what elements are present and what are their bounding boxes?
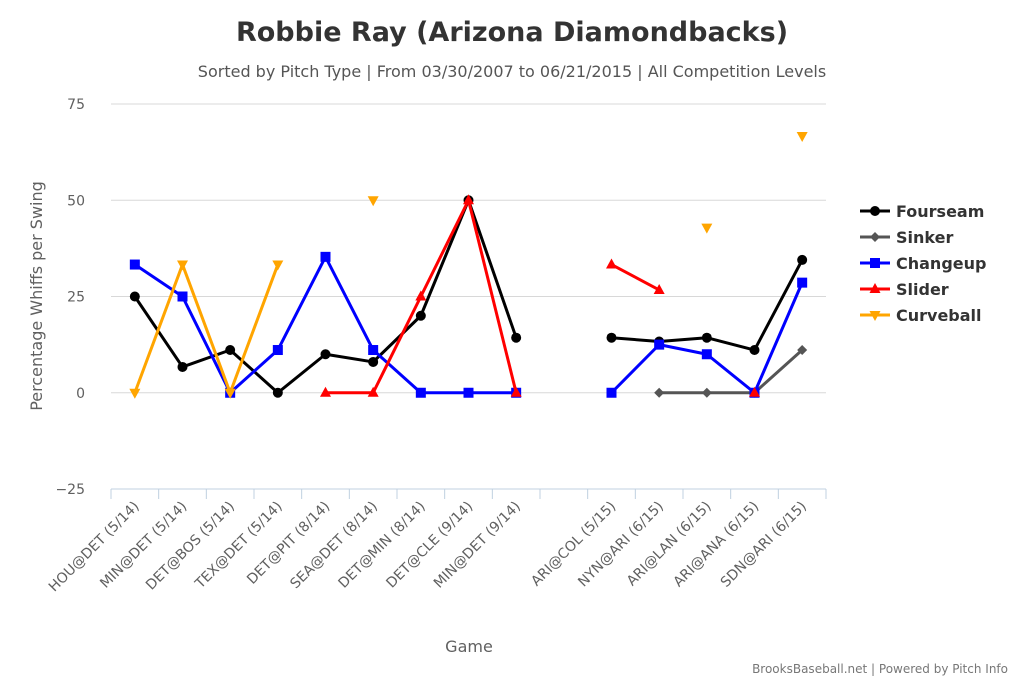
fourseam-point[interactable] (177, 361, 188, 372)
series-curveball (129, 131, 808, 399)
chart-title: Robbie Ray (Arizona Diamondbacks) (236, 17, 788, 48)
y-axis: −25 0 25 50 75 (55, 97, 85, 498)
x-tick-label: DET@MIN (8/14) (336, 499, 429, 592)
changeup-point[interactable] (368, 345, 379, 356)
x-axis-title: Game (445, 637, 493, 656)
curveball-line (133, 263, 280, 395)
x-tick-label: ARI@COL (5/15) (528, 499, 619, 590)
sinker-point[interactable] (797, 345, 808, 356)
sinker-point[interactable] (701, 387, 712, 398)
slider-point[interactable] (606, 258, 617, 269)
x-tick-label: NYN@ARI (6/15) (575, 499, 667, 591)
changeup-point[interactable] (463, 387, 474, 398)
slider-point[interactable] (415, 290, 427, 301)
legend-swatch-marker[interactable] (870, 232, 880, 242)
fourseam-point[interactable] (701, 332, 712, 343)
legend-item-fourseam[interactable]: Fourseam (860, 202, 984, 221)
legend-label: Curveball (896, 306, 982, 325)
x-tick-label: MIN@DET (5/14) (97, 499, 190, 592)
legend-label: Sinker (896, 228, 953, 247)
sinker-line (659, 348, 804, 395)
changeup-point[interactable] (129, 259, 140, 270)
legend-swatch-marker[interactable] (869, 311, 881, 321)
legend-swatch-marker[interactable] (869, 283, 881, 293)
grid (111, 103, 826, 490)
legend-label: Fourseam (896, 202, 984, 221)
slider-point[interactable] (320, 386, 331, 397)
legend-item-sinker[interactable]: Sinker (860, 228, 953, 247)
changeup-point[interactable] (320, 251, 331, 262)
x-tick-label: TEX@DET (5/14) (192, 499, 286, 593)
series-changeup (129, 251, 808, 398)
slider-point[interactable] (749, 386, 760, 397)
slider-point[interactable] (653, 283, 665, 294)
x-tick-label: MIN@DET (9/14) (431, 499, 524, 592)
fourseam-point[interactable] (129, 291, 140, 302)
slider-point[interactable] (367, 386, 379, 397)
legend-item-changeup[interactable]: Changeup (860, 254, 986, 273)
y-tick-label: 75 (67, 97, 85, 113)
x-tick-label: DET@CLE (9/14) (383, 499, 476, 592)
fourseam-point[interactable] (320, 349, 331, 360)
changeup-point[interactable] (272, 345, 283, 356)
series-fourseam (129, 195, 808, 398)
sinker-point[interactable] (654, 387, 665, 398)
slider-point[interactable] (463, 194, 474, 205)
legend-label: Slider (896, 280, 949, 299)
curveball-point[interactable] (701, 223, 713, 234)
legend-swatch-marker[interactable] (870, 258, 880, 268)
fourseam-point[interactable] (415, 310, 426, 321)
x-axis: HOU@DET (5/14)MIN@DET (5/14)DET@BOS (5/1… (46, 488, 827, 596)
fourseam-point[interactable] (606, 332, 617, 343)
changeup-point[interactable] (415, 387, 426, 398)
curveball-point[interactable] (367, 196, 379, 207)
x-tick-label: SDN@ARI (6/15) (718, 499, 810, 591)
x-tick-label: DET@PIT (8/14) (244, 499, 333, 588)
x-tick-label: ARI@ANA (6/15) (670, 499, 762, 591)
credit-text[interactable]: BrooksBaseball.net | Powered by Pitch In… (752, 662, 1008, 676)
fourseam-point[interactable] (797, 254, 808, 265)
changeup-point[interactable] (177, 291, 188, 302)
slider-point[interactable] (510, 386, 522, 397)
legend[interactable]: Fourseam Sinker Changeup Slider Curveball (860, 202, 986, 325)
fourseam-point[interactable] (368, 356, 379, 367)
x-tick-label: DET@BOS (5/14) (143, 499, 238, 594)
curveball-point[interactable] (224, 388, 236, 399)
curveball-point[interactable] (272, 260, 284, 271)
x-tick-label: HOU@DET (5/14) (46, 499, 143, 596)
fourseam-point[interactable] (749, 345, 760, 356)
curveball-point[interactable] (177, 260, 188, 271)
y-tick-label: −25 (55, 482, 85, 498)
curveball-point[interactable] (129, 388, 141, 399)
y-tick-label: 25 (67, 290, 85, 306)
legend-item-slider[interactable]: Slider (860, 280, 949, 299)
changeup-point[interactable] (701, 349, 712, 360)
x-tick-label: SEA@DET (8/14) (287, 499, 381, 593)
series-sinker (654, 345, 808, 398)
changeup-point[interactable] (606, 387, 617, 398)
y-tick-label: 0 (76, 386, 85, 402)
chart-subtitle: Sorted by Pitch Type | From 03/30/2007 t… (198, 62, 826, 81)
curveball-point[interactable] (796, 131, 808, 142)
fourseam-point[interactable] (225, 345, 236, 356)
legend-item-curveball[interactable]: Curveball (860, 306, 982, 325)
slider-line (610, 263, 660, 292)
changeup-point[interactable] (654, 339, 665, 350)
fourseam-point[interactable] (272, 387, 283, 398)
changeup-point[interactable] (797, 277, 808, 288)
series-layer (129, 131, 808, 399)
y-axis-title: Percentage Whiffs per Swing (27, 181, 46, 411)
fourseam-point[interactable] (511, 332, 522, 343)
series-slider (320, 194, 760, 397)
x-tick-label: ARI@LAN (6/15) (624, 499, 715, 590)
changeup-line (133, 255, 517, 395)
y-tick-label: 50 (67, 193, 85, 209)
legend-label: Changeup (896, 254, 986, 273)
legend-swatch-marker[interactable] (870, 206, 880, 216)
